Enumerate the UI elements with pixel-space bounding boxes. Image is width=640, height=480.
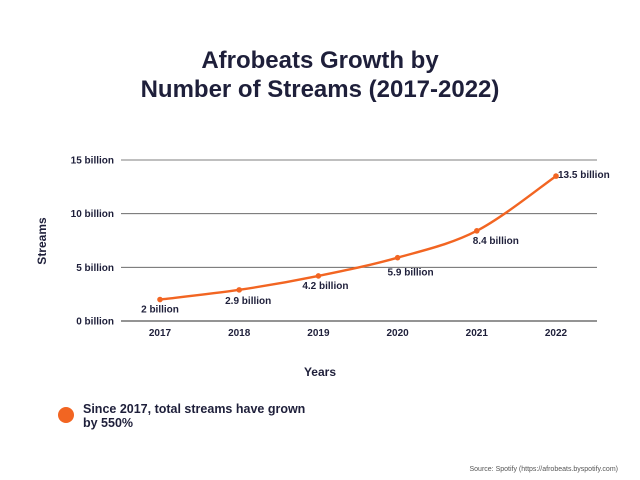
y-tick-label: 10 billion	[71, 209, 114, 220]
data-point	[474, 228, 480, 234]
x-tick-label: 2022	[545, 328, 568, 339]
data-label: 13.5 billion	[558, 170, 610, 181]
data-point	[394, 254, 401, 261]
x-axis-title: Years	[304, 365, 336, 379]
x-tick-label: 2019	[307, 328, 330, 339]
legend-marker	[58, 407, 74, 423]
y-tick-label: 15 billion	[71, 156, 114, 167]
gridlines	[121, 159, 597, 322]
data-point	[236, 287, 242, 293]
chart-title-line-2: Number of Streams (2017-2022)	[140, 76, 500, 103]
x-tick-label: 2018	[228, 328, 251, 339]
series-layer	[158, 174, 558, 301]
data-points	[157, 173, 559, 303]
data-labels: 2 billion 2.9 billion 4.2 billion 5.9 billi…	[141, 170, 610, 315]
x-tick-label: 2021	[466, 328, 489, 339]
y-tick-labels: 0 billion 5 billion 10 billion 15 billion	[71, 156, 114, 328]
source-note: Source: Spotify (https://afrobeats.byspo…	[469, 466, 619, 473]
data-label: 4.2 billion	[302, 281, 348, 292]
data-point	[157, 296, 163, 303]
chart-title: Afrobeats Growth by Number of Streams (2…	[0, 46, 640, 104]
data-label: 2.9 billion	[225, 296, 271, 307]
data-label: 8.4 billion	[473, 236, 519, 247]
x-tick-label: 2020	[386, 328, 409, 339]
y-tick-label: 5 billion	[76, 263, 114, 274]
legend-text: Since 2017, total streams have grown by …	[83, 402, 306, 430]
data-label: 5.9 billion	[388, 268, 434, 279]
data-point	[315, 273, 322, 279]
y-tick-label: 0 billion	[76, 317, 114, 328]
series-line	[158, 174, 558, 301]
y-axis-title: Streams	[35, 217, 49, 265]
data-point	[553, 173, 559, 179]
data-label: 2 billion	[141, 305, 179, 316]
legend: Since 2017, total streams have grown by …	[58, 402, 323, 430]
x-tick-label: 2017	[149, 328, 172, 339]
x-tick-labels: 2017 2018 2019 2020 2021 2022	[149, 328, 568, 339]
chart-title-line-1: Afrobeats Growth by	[201, 47, 439, 74]
